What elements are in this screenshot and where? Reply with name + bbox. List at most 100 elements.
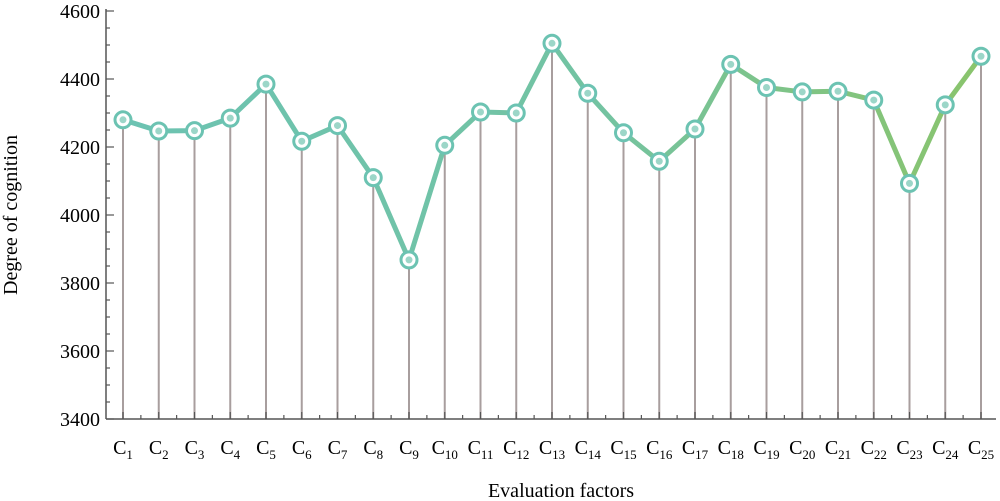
x-tick-label-main: C — [292, 437, 305, 459]
x-tick-label-main: C — [432, 437, 445, 459]
axes-layer — [105, 9, 996, 420]
x-tick-label: C15 — [610, 437, 636, 462]
x-tick-label-main: C — [825, 437, 838, 459]
x-tick-label: C18 — [718, 437, 744, 462]
x-tick-label-sub: 4 — [234, 447, 241, 462]
x-tick-label: C11 — [468, 437, 494, 462]
x-tick-label-sub: 11 — [481, 447, 494, 462]
x-axis-title: Evaluation factors — [488, 480, 634, 501]
data-point — [685, 119, 705, 139]
x-tick-label-main: C — [185, 437, 198, 459]
data-point-center — [655, 157, 663, 165]
data-point-center — [405, 256, 413, 264]
x-tick-label-sub: 22 — [874, 447, 887, 462]
x-tick-label: C14 — [575, 437, 602, 462]
x-tick-label-main: C — [149, 437, 162, 459]
data-point — [185, 121, 204, 141]
y-tick-label: 4600 — [60, 1, 100, 23]
x-tick-label-main: C — [399, 437, 412, 459]
x-tick-label: C1 — [113, 437, 133, 462]
data-point — [971, 46, 991, 66]
stems-layer — [122, 43, 982, 419]
data-point — [578, 83, 598, 103]
data-point-center — [834, 87, 842, 95]
x-tick-label-sub: 24 — [945, 447, 959, 462]
x-tick-label-sub: 9 — [412, 447, 419, 462]
data-point-center — [369, 174, 377, 182]
data-point-center — [226, 114, 234, 122]
data-point — [792, 82, 812, 102]
x-tick-label: C2 — [149, 437, 169, 462]
x-tick-label-main: C — [896, 437, 909, 459]
x-tick-label: C3 — [185, 437, 205, 462]
x-tick-label: C4 — [220, 437, 240, 462]
data-point — [256, 74, 276, 94]
x-tick-label-sub: 1 — [126, 447, 133, 462]
data-point-center — [477, 108, 484, 116]
data-point — [113, 110, 133, 130]
x-tick-label: C20 — [789, 437, 815, 462]
x-tick-label-main: C — [646, 437, 659, 459]
x-tick-label: C22 — [861, 437, 887, 462]
x-tick-label-sub: 15 — [624, 447, 637, 462]
data-point-center — [155, 127, 163, 135]
data-point-center — [763, 84, 770, 91]
x-tick-label-sub: 13 — [552, 447, 565, 462]
x-tick-label: C7 — [328, 437, 348, 462]
x-tick-label-sub: 10 — [445, 447, 458, 462]
x-tick-label-main: C — [468, 437, 481, 459]
data-point — [506, 103, 526, 123]
x-tick-label-main: C — [503, 437, 516, 459]
data-point-center — [906, 179, 913, 187]
data-point — [471, 102, 490, 122]
data-point — [363, 168, 383, 188]
data-point — [935, 95, 955, 115]
y-tick-label: 3800 — [60, 273, 100, 295]
markers-layer — [113, 33, 991, 270]
data-point-center — [941, 101, 949, 109]
data-point — [864, 90, 884, 110]
x-tick-label: C16 — [646, 437, 673, 462]
y-axis-title: Degree of cognition — [0, 135, 22, 295]
x-tick-label-main: C — [861, 437, 874, 459]
data-point-center — [334, 122, 341, 130]
data-point — [757, 78, 776, 97]
x-tick-label-main: C — [932, 437, 945, 459]
x-tick-label-sub: 12 — [516, 447, 529, 462]
x-tick-label-sub: 7 — [341, 447, 348, 462]
x-tick-label-main: C — [968, 437, 981, 459]
data-point — [292, 131, 312, 151]
x-tick-label: C12 — [503, 437, 529, 462]
data-point-center — [691, 125, 699, 133]
y-tick-label: 3600 — [60, 341, 100, 363]
x-tick-label-sub: 17 — [695, 447, 709, 462]
data-point — [721, 54, 741, 74]
data-point — [900, 173, 919, 193]
x-tick-label-sub: 8 — [377, 447, 384, 462]
x-tick-label-main: C — [682, 437, 695, 459]
x-tick-label-main: C — [575, 437, 588, 459]
x-tick-label-main: C — [113, 437, 126, 459]
x-tick-label-sub: 18 — [731, 447, 744, 462]
data-point — [828, 81, 848, 101]
x-tick-label-sub: 2 — [162, 447, 169, 462]
data-point — [614, 123, 633, 143]
x-tick-label-main: C — [718, 437, 731, 459]
data-point-center — [548, 39, 556, 47]
data-point-center — [620, 129, 627, 137]
x-tick-label-main: C — [753, 437, 766, 459]
x-tick-label-sub: 5 — [269, 447, 276, 462]
x-tick-label-sub: 20 — [802, 447, 815, 462]
x-tick-label-main: C — [610, 437, 623, 459]
x-tick-label: C17 — [682, 437, 709, 462]
data-point-center — [119, 116, 127, 124]
data-point — [542, 33, 562, 53]
x-tick-label-main: C — [539, 437, 552, 459]
data-point-center — [298, 137, 306, 145]
data-point — [220, 108, 240, 128]
x-tick-label-main: C — [363, 437, 376, 459]
x-tick-label: C24 — [932, 437, 959, 462]
x-tick-label: C10 — [432, 437, 458, 462]
